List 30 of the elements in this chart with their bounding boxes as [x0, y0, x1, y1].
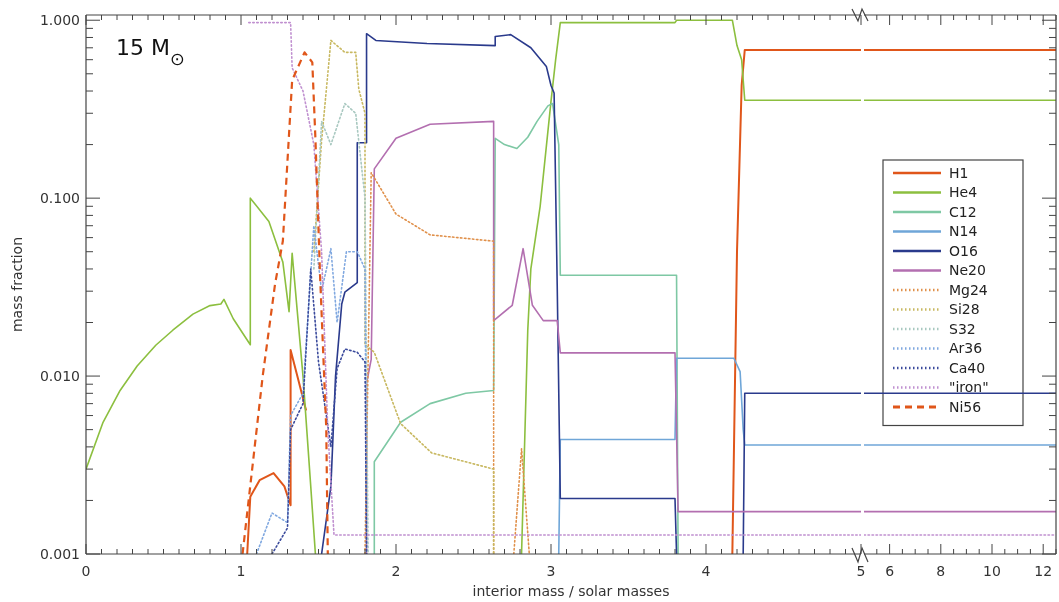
x-tick-label: 2 [391, 563, 401, 579]
x-tick-label: 1 [236, 563, 246, 579]
legend-label: S32 [949, 320, 976, 337]
legend-label: "iron" [949, 379, 989, 396]
annotation: 15 M$_{⊙}$ [116, 35, 185, 69]
legend-label: Ca40 [949, 359, 986, 376]
legend-label: C12 [949, 203, 977, 220]
legend-label: O16 [949, 242, 978, 259]
y-axis-title: mass fraction [9, 236, 25, 333]
x-tick-label: 6 [885, 563, 895, 579]
x-axis-title: interior mass / solar masses [472, 583, 670, 599]
legend-label: Ne20 [949, 262, 986, 279]
x-tick-label: 8 [936, 563, 946, 579]
legend-label: H1 [949, 164, 969, 181]
legend-label: Si28 [949, 301, 980, 318]
x-tick-label: 4 [701, 563, 711, 579]
y-tick-label: 0.001 [39, 545, 80, 562]
x-tick-label: 12 [1034, 563, 1053, 579]
legend-label: Mg24 [949, 281, 988, 298]
x-tick-label: 0 [81, 563, 91, 579]
x-tick-label: 3 [546, 563, 556, 579]
legend-label: Ni56 [949, 398, 982, 415]
y-tick-label: 0.100 [39, 190, 80, 207]
y-tick-label: 0.010 [39, 367, 80, 384]
legend-label: N14 [949, 223, 978, 240]
x-tick-label: 5 [856, 563, 866, 579]
x-tick-label: 10 [983, 563, 1001, 579]
legend-label: Ar36 [949, 340, 983, 357]
legend-label: He4 [949, 184, 978, 201]
y-tick-label: 1.000 [39, 12, 80, 29]
